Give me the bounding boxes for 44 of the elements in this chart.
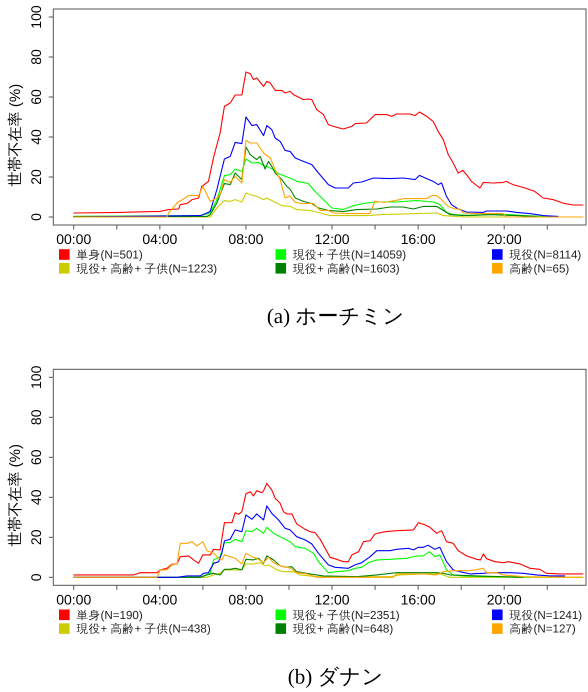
y-tick-label: 40 <box>28 129 44 145</box>
y-tick-label: 0 <box>28 212 44 221</box>
legend-label: 現役+ 高齢+ 子供(N=438) <box>76 621 211 636</box>
legend-label: 高齢(N=127) <box>510 621 576 636</box>
y-axis-title: 世帯不在率 (%) <box>6 444 24 547</box>
text: (a) ホーチミン <box>266 304 404 328</box>
line-series <box>73 140 584 218</box>
y-tick-label: 0 <box>28 573 44 582</box>
line-series <box>73 541 584 578</box>
y-tick-label: 100 <box>28 365 44 389</box>
x-tick-label: 20:00 <box>486 591 522 608</box>
x-tick-label: 00:00 <box>56 231 92 247</box>
x-tick-label: 04:00 <box>142 231 178 247</box>
y-tick-label: 100 <box>28 5 44 29</box>
x-tick-label: 08:00 <box>228 591 264 608</box>
text: (b) ダナン <box>288 664 384 688</box>
y-tick-label: 80 <box>28 409 44 426</box>
line-series <box>73 71 584 214</box>
y-tick-label: 20 <box>28 529 44 546</box>
legend-label: 現役+ 高齢(N=1603) <box>293 260 400 275</box>
y-tick-label: 80 <box>28 49 44 65</box>
x-tick-label: 00:00 <box>56 591 92 608</box>
legend-label: 現役+ 子供(N=2351) <box>293 608 400 622</box>
x-tick-label: 12:00 <box>314 591 350 608</box>
y-tick-label: 60 <box>28 89 44 105</box>
legend-label: 高齢(N=65) <box>510 260 570 275</box>
x-tick-label: 08:00 <box>228 231 264 247</box>
y-tick-label: 20 <box>28 169 44 185</box>
legend-label: 単身(N=190) <box>76 608 143 622</box>
legend-label: 現役+ 高齢+ 子供(N=1223) <box>76 260 218 275</box>
x-tick-label: 16:00 <box>400 231 436 247</box>
x-tick-label: 12:00 <box>314 231 350 247</box>
x-tick-label: 16:00 <box>400 591 436 608</box>
y-axis-title: 世帯不在率 (%) <box>6 84 24 186</box>
y-tick-label: 40 <box>28 489 44 506</box>
legend-label: 現役+ 高齢(N=648) <box>293 621 394 636</box>
line-series <box>73 482 584 576</box>
x-tick-label: 20:00 <box>486 231 522 247</box>
legend-label: 現役(N=1241) <box>510 608 582 622</box>
y-tick-label: 60 <box>28 449 44 466</box>
x-tick-label: 04:00 <box>142 591 178 608</box>
legend-label: 現役+ 子供(N=14059) <box>293 248 406 261</box>
legend-label: 現役(N=8114) <box>510 248 582 261</box>
legend-label: 単身(N=501) <box>76 248 143 261</box>
